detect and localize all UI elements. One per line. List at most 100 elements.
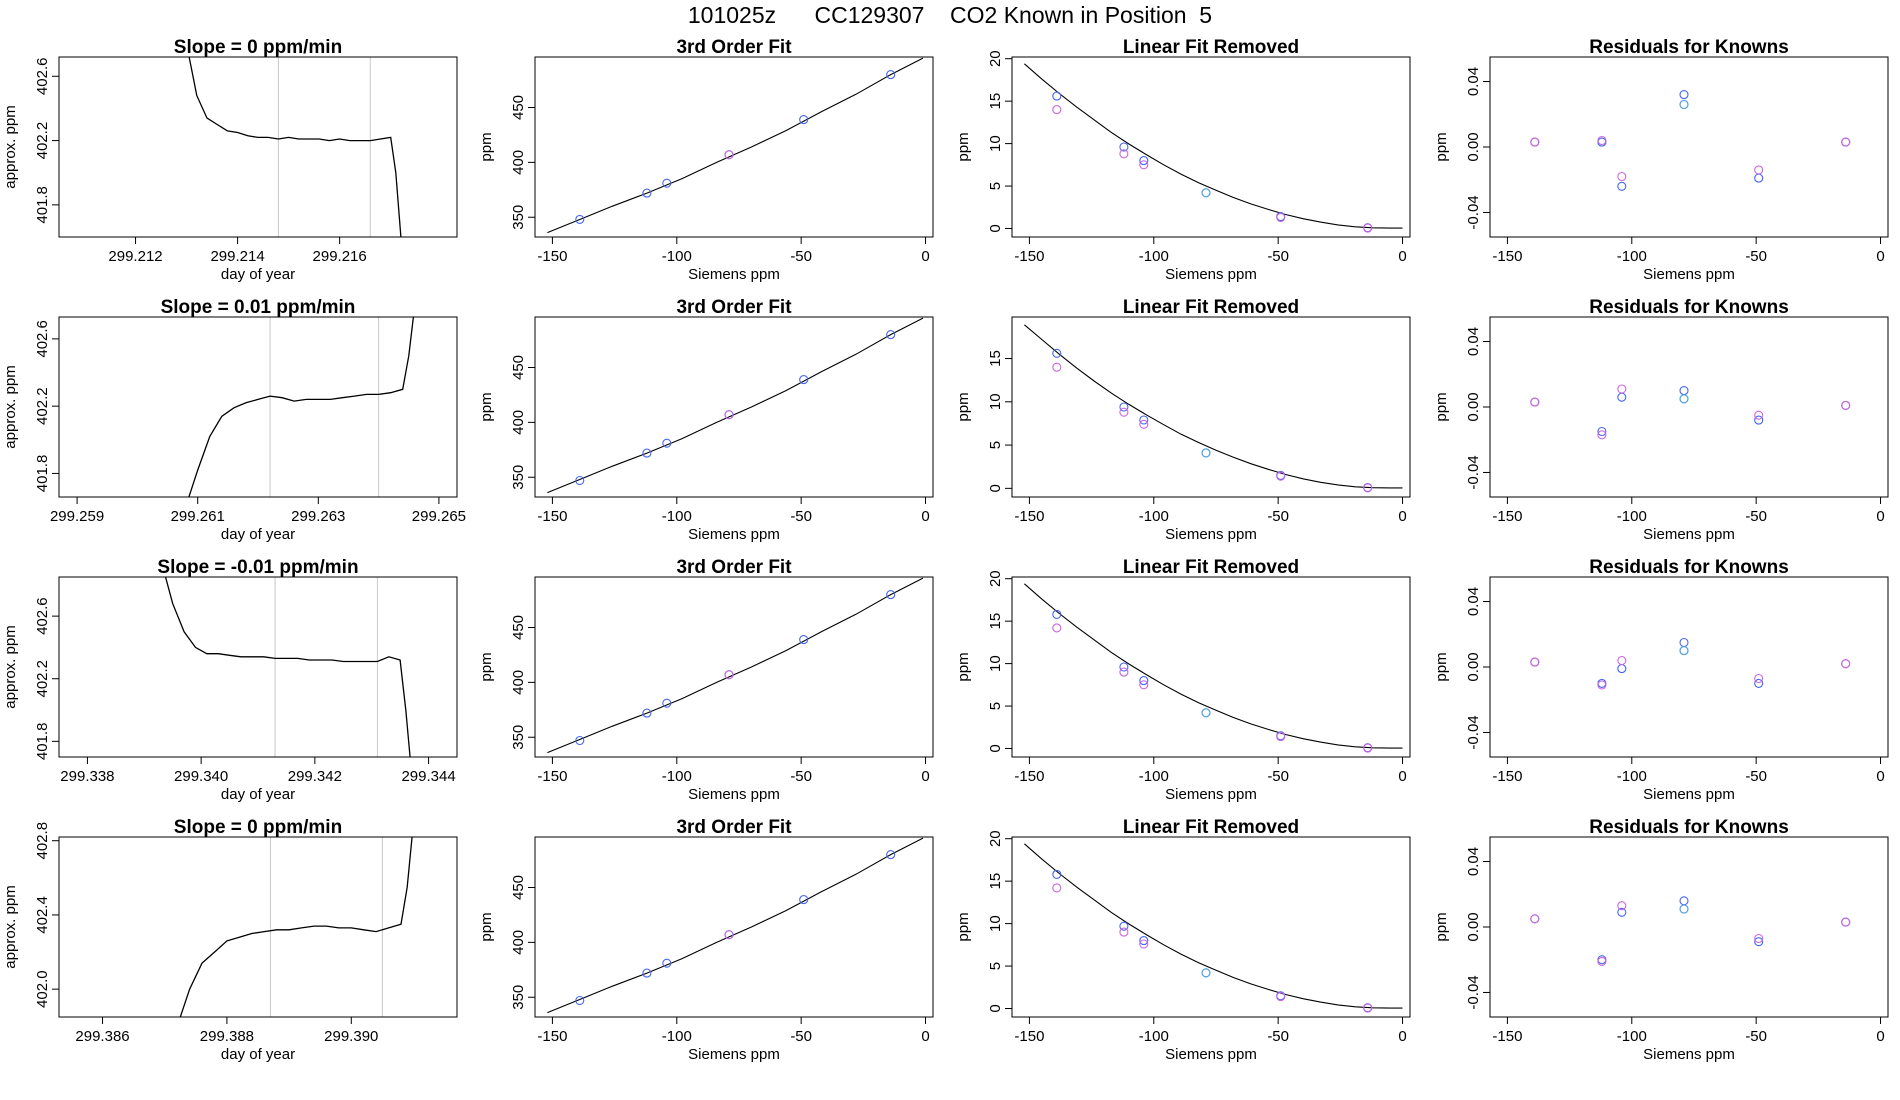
data-point [662, 438, 672, 448]
y-tick-label: 401.8 [34, 455, 51, 493]
data-point [662, 958, 672, 968]
data-point [1052, 362, 1062, 372]
y-tick-label: 5 [987, 441, 1004, 449]
data-point [1679, 637, 1689, 648]
panel-title: Residuals for Knowns [1589, 37, 1789, 58]
x-tick-label: -150 [1014, 1028, 1044, 1045]
plot-frame [1011, 56, 1411, 238]
plot-area [164, 577, 411, 757]
data-point [1617, 664, 1627, 674]
y-tick-label: -0.04 [1465, 195, 1482, 229]
data-point [1363, 1003, 1373, 1013]
known-point [1201, 188, 1211, 198]
x-tick-label: 299.344 [401, 768, 455, 785]
data-point [1052, 348, 1062, 358]
y-tick-label: 350 [510, 985, 527, 1010]
data-point [1119, 927, 1129, 937]
y-tick-label: 0.00 [1465, 392, 1482, 421]
concentration-trace [188, 317, 415, 497]
data-point [1597, 135, 1607, 146]
x-axis-label: Siemens ppm [1643, 786, 1735, 803]
y-tick-label: 400 [510, 930, 527, 955]
x-tick-label: 299.261 [171, 508, 225, 525]
x-tick-label: 299.338 [60, 768, 114, 785]
data-point [1530, 657, 1540, 667]
y-tick-label: 400 [510, 670, 527, 695]
y-axis-label: approx. ppm [2, 105, 19, 188]
x-tick-label: 299.388 [200, 1028, 254, 1045]
data-point [799, 635, 809, 645]
x-axis-label: Siemens ppm [688, 526, 780, 543]
y-axis-label: ppm [955, 652, 972, 681]
x-axis-label: day of year [221, 266, 295, 283]
y-tick-label: 0.00 [1465, 132, 1482, 161]
y-axis-label: ppm [478, 392, 495, 421]
y-tick-label: -0.04 [1465, 455, 1482, 489]
y-tick-label: 450 [510, 615, 527, 640]
x-tick-label: -100 [1617, 768, 1647, 785]
x-tick-label: 299.340 [174, 768, 228, 785]
concentration-trace [179, 837, 413, 1017]
data-point [662, 178, 672, 188]
x-tick-label: -50 [790, 1028, 812, 1045]
x-tick-label: -150 [1492, 508, 1522, 525]
data-point [1119, 407, 1129, 417]
data-point [1052, 609, 1062, 619]
data-point [1119, 402, 1129, 412]
plot-frame [534, 836, 934, 1018]
data-point [1139, 419, 1149, 429]
known-point [1679, 646, 1689, 656]
y-tick-label: 15 [987, 613, 1004, 630]
x-tick-label: -150 [1492, 1028, 1522, 1045]
y-axis-label: ppm [1433, 132, 1450, 161]
panel-r1-c4: Residuals for Knowns -150 -100 -50 0 -0.04 0.0… [1433, 37, 1889, 283]
y-axis-label: ppm [955, 912, 972, 941]
known-point [1201, 448, 1211, 458]
y-tick-label: 450 [510, 875, 527, 900]
data-point [575, 214, 585, 224]
x-tick-label: -50 [1267, 248, 1289, 265]
data-point [799, 375, 809, 385]
y-axis-label: approx. ppm [2, 885, 19, 968]
x-tick-label: -150 [537, 1028, 567, 1045]
plot-area [1024, 843, 1403, 1013]
data-point [1052, 623, 1062, 633]
x-tick-label: 0 [1398, 768, 1406, 785]
known-point [724, 150, 734, 160]
panel-title: 3rd Order Fit [676, 817, 792, 838]
data-point [1119, 921, 1129, 931]
data-point [1617, 901, 1627, 911]
data-point [1530, 914, 1540, 924]
plot-area [1530, 637, 1851, 690]
panel-title: Linear Fit Removed [1123, 37, 1299, 58]
panel-r4-c3: Linear Fit Removed -150 -100 -50 0 0 5 10 15 20 Si… [955, 817, 1411, 1063]
y-tick-label: 0.00 [1465, 652, 1482, 681]
plot-frame [1489, 56, 1889, 238]
panel-r4-c1: Slope = 0 ppm/min 299.386 299.388 299.390 40… [2, 817, 458, 1063]
data-point [1617, 655, 1627, 666]
y-axis-label: approx. ppm [2, 625, 19, 708]
x-tick-label: -50 [790, 248, 812, 265]
fit-curve [547, 837, 924, 1014]
x-tick-label: -100 [662, 508, 692, 525]
known-point [1679, 904, 1689, 914]
panel-title: Linear Fit Removed [1123, 557, 1299, 578]
data-point [1597, 680, 1607, 690]
data-point [1597, 956, 1607, 966]
data-point [1679, 90, 1689, 100]
x-tick-label: -50 [1745, 508, 1767, 525]
fit-curve [1024, 324, 1403, 489]
panel-r3-c2: 3rd Order Fit -150 -100 -50 0 350 400 450 Siemen… [478, 557, 934, 803]
data-point [1052, 883, 1062, 893]
data-point [1363, 743, 1373, 753]
data-point [1119, 667, 1129, 677]
data-point [662, 698, 672, 708]
y-tick-label: 350 [510, 725, 527, 750]
panel-r2-c1: Slope = 0.01 ppm/min 299.259 299.261 299.26… [2, 297, 466, 543]
fit-curve [547, 577, 924, 754]
x-axis-label: day of year [221, 1046, 295, 1063]
data-point [1139, 676, 1149, 686]
y-axis-label: ppm [1433, 912, 1450, 941]
data-point [1754, 410, 1764, 420]
y-tick-label: 402.4 [34, 896, 51, 934]
